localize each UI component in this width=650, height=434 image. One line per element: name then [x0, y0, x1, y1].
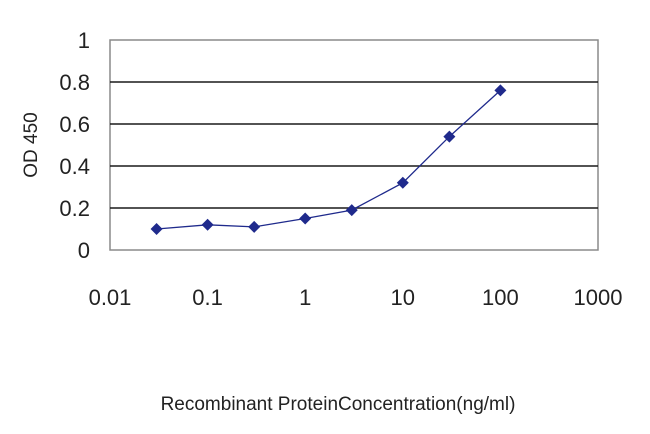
data-point [150, 223, 163, 235]
x-tick-label: 10 [391, 285, 415, 310]
data-point [396, 176, 409, 189]
data-point [248, 220, 261, 233]
data-point [299, 212, 312, 225]
x-tick-labels: 0.01 0.1 1 10 100 1000 [89, 285, 623, 310]
data-point [345, 204, 358, 217]
y-tick-label: 0.6 [59, 112, 90, 137]
data-point [201, 218, 214, 231]
y-tick-label: 0.8 [59, 70, 90, 95]
x-tick-label: 100 [482, 285, 519, 310]
x-tick-label: 0.01 [89, 285, 132, 310]
x-tick-label: 1000 [574, 285, 623, 310]
y-tick-label: 0.2 [59, 196, 90, 221]
x-axis-title: Recombinant ProteinConcentration(ng/ml) [161, 394, 516, 415]
x-tick-label: 0.1 [192, 285, 223, 310]
x-tick-label: 1 [299, 285, 311, 310]
data-point [494, 84, 507, 97]
data-point [443, 130, 456, 143]
y-tick-label: 0.4 [59, 154, 90, 179]
y-tick-label: 1 [78, 28, 90, 53]
y-axis-title: OD 450 [21, 112, 42, 177]
y-tick-label: 0 [78, 238, 90, 263]
data-series [150, 84, 507, 235]
y-tick-labels: 0 0.2 0.4 0.6 0.8 1 [59, 28, 90, 263]
plot-area [109, 39, 599, 251]
series-line [156, 89, 501, 230]
